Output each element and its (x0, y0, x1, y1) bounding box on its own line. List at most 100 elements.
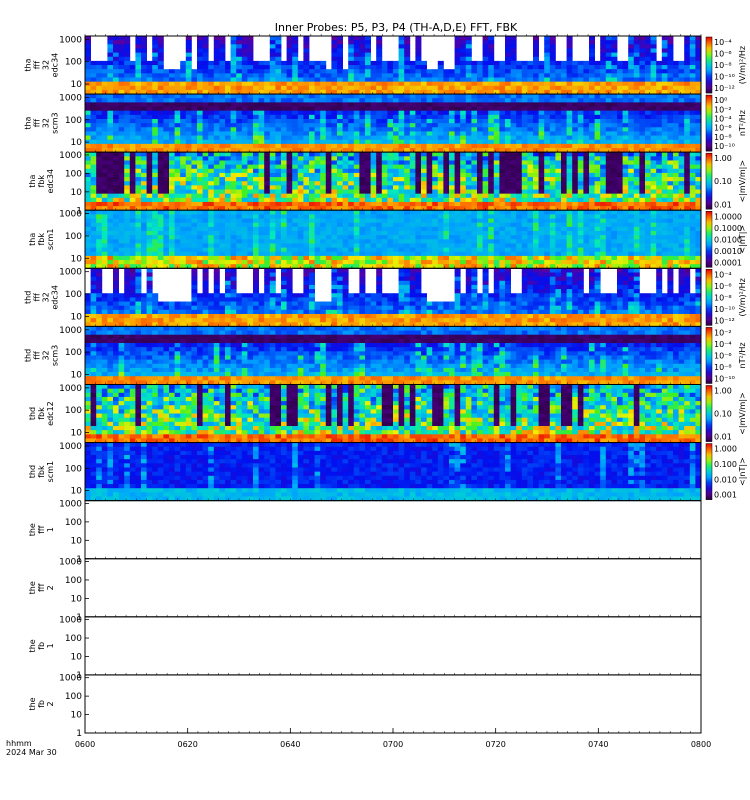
spectrogram-cell (85, 102, 91, 107)
spectrogram-cell (566, 152, 573, 157)
spectrogram-cell (359, 102, 366, 107)
spectrogram-cell (275, 222, 282, 228)
spectrogram-cell (684, 69, 691, 74)
spectrogram-cell (342, 94, 349, 99)
spectrogram-cell (169, 110, 175, 116)
spectrogram-cell (678, 193, 685, 199)
spectrogram-cell (443, 177, 450, 182)
spectrogram-cell (650, 114, 657, 120)
spectrogram-cell (101, 168, 108, 174)
spectrogram-cell (381, 148, 388, 153)
spectrogram-cell (314, 73, 321, 78)
spectrogram-cell (185, 40, 192, 45)
spectrogram-cell (253, 73, 259, 78)
spectrogram-cell (320, 185, 327, 190)
spectrogram-cell (230, 247, 237, 253)
spectrogram-cell (141, 164, 147, 170)
spectrogram-cell (331, 143, 338, 149)
spectrogram-cell (376, 69, 383, 74)
spectrogram-cell (381, 127, 388, 132)
spectrogram-cell (471, 206, 478, 211)
spectrogram-cell (225, 185, 231, 190)
spectrogram-cell (617, 197, 623, 203)
spectrogram-cell (549, 206, 556, 211)
spectrogram-cell (432, 118, 439, 124)
spectrogram-cell (577, 201, 584, 207)
spectrogram-cell (342, 81, 349, 87)
spectrogram-cell (443, 201, 450, 207)
spectrogram-cell (185, 156, 192, 161)
spectrogram-cell (208, 98, 215, 103)
spectrogram-cell (460, 156, 467, 161)
spectrogram-cell (365, 98, 371, 103)
spectrogram-cell (264, 69, 271, 74)
spectrogram-cell (213, 77, 220, 83)
spectrogram-cell (85, 160, 91, 166)
spectrogram-cell (622, 60, 629, 66)
spectrogram-cell (219, 48, 226, 53)
spectrogram-cell (124, 69, 131, 74)
spectrogram-cell (673, 181, 679, 186)
spectrogram-cell (197, 177, 203, 182)
spectrogram-cell (269, 89, 276, 95)
spectrogram-cell (365, 89, 371, 95)
spectrogram-cell (152, 226, 159, 232)
spectrogram-cell (230, 143, 237, 149)
spectrogram-cell (583, 85, 590, 91)
spectrogram-cell (85, 243, 91, 248)
spectrogram-cell (129, 143, 136, 149)
spectrogram-cell (253, 243, 259, 248)
spectrogram-cell (600, 36, 607, 41)
spectrogram-cell (107, 40, 114, 45)
spectrogram-cell (516, 181, 523, 186)
spectrogram-cell (656, 69, 663, 74)
spectrogram-cell (247, 201, 254, 207)
spectrogram-cell (174, 197, 181, 203)
spectrogram-cell (628, 143, 635, 149)
spectrogram-cell (555, 181, 562, 186)
spectrogram-cell (376, 123, 383, 128)
spectrogram-cell (673, 127, 679, 132)
spectrogram-cell (90, 156, 97, 161)
spectrogram-cell (225, 168, 231, 174)
spectrogram-cell (247, 65, 254, 70)
spectrogram-cell (387, 89, 394, 95)
spectrogram-cell (320, 81, 327, 87)
spectrogram-cell (325, 139, 332, 145)
spectrogram-cell (185, 135, 192, 141)
spectrogram-cell (460, 44, 467, 49)
spectrogram-cell (572, 172, 579, 178)
spectrogram-cell (292, 94, 299, 99)
spectrogram-cell (421, 77, 427, 83)
spectrogram-cell (549, 44, 556, 49)
spectrogram-cell (253, 94, 259, 99)
spectrogram-cell (264, 226, 271, 232)
spectrogram-cell (331, 148, 338, 153)
spectrogram-cell (236, 94, 243, 99)
spectrogram-cell (505, 110, 511, 116)
spectrogram-cell (213, 36, 220, 41)
spectrogram-cell (650, 139, 657, 145)
spectrogram-cell (309, 73, 315, 78)
spectrogram-cell (202, 160, 209, 166)
spectrogram-cell (589, 152, 595, 157)
spectrogram-cell (314, 60, 321, 66)
spectrogram-cell (398, 168, 405, 174)
spectrogram-cell (331, 36, 338, 41)
spectrogram-cell (549, 189, 556, 195)
spectrogram-cell (555, 201, 562, 207)
spectrogram-cell (684, 85, 691, 91)
spectrogram-cell (387, 160, 394, 166)
spectrogram-cell (421, 65, 427, 70)
spectrogram-cell (202, 118, 209, 124)
spectrogram-cell (566, 65, 573, 70)
spectrogram-cell (292, 189, 299, 195)
spectrogram-cell (594, 118, 601, 124)
spectrogram-cell (555, 69, 562, 74)
spectrogram-cell (505, 164, 511, 170)
spectrogram-cell (275, 197, 282, 203)
spectrogram-cell (600, 131, 607, 136)
spectrogram-cell (376, 152, 383, 157)
spectrogram-cell (499, 85, 506, 91)
spectrogram-cell (90, 214, 97, 219)
